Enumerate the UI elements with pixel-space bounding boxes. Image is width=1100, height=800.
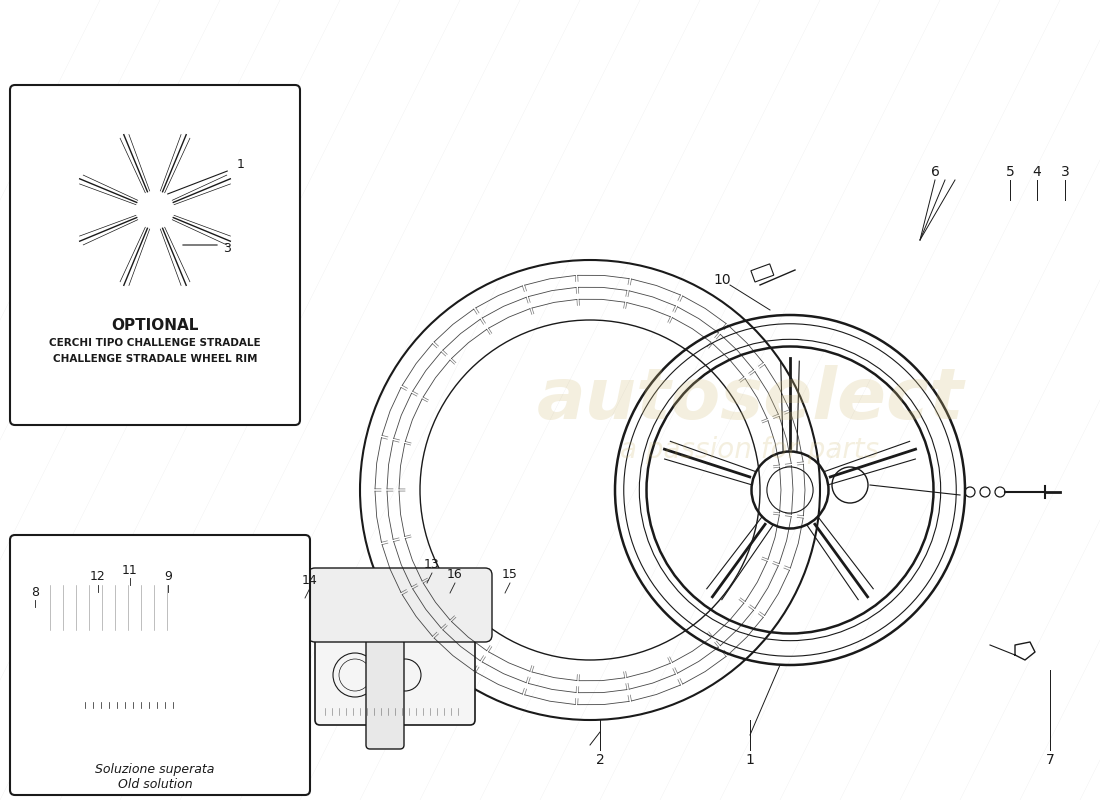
Text: CERCHI TIPO CHALLENGE STRADALE: CERCHI TIPO CHALLENGE STRADALE — [50, 338, 261, 348]
Text: 7: 7 — [1046, 753, 1055, 767]
Text: 1: 1 — [236, 158, 245, 171]
FancyBboxPatch shape — [96, 626, 134, 734]
Text: 3: 3 — [1060, 165, 1069, 179]
FancyBboxPatch shape — [308, 568, 492, 642]
Text: 4: 4 — [1033, 165, 1042, 179]
Text: 9: 9 — [164, 570, 172, 583]
Text: 1: 1 — [746, 753, 755, 767]
Text: 10: 10 — [713, 273, 730, 287]
FancyBboxPatch shape — [315, 625, 475, 725]
Text: 14: 14 — [302, 574, 318, 586]
Text: 8: 8 — [31, 586, 38, 598]
FancyBboxPatch shape — [10, 85, 300, 425]
Text: 16: 16 — [447, 569, 463, 582]
FancyBboxPatch shape — [47, 627, 183, 713]
Text: 5: 5 — [1005, 165, 1014, 179]
Text: 15: 15 — [502, 569, 518, 582]
Text: Soluzione superata: Soluzione superata — [96, 763, 214, 777]
Bar — [751, 264, 773, 282]
Text: 12: 12 — [90, 570, 106, 583]
FancyBboxPatch shape — [34, 574, 201, 641]
Text: 11: 11 — [122, 563, 138, 577]
Text: Old solution: Old solution — [118, 778, 192, 791]
FancyBboxPatch shape — [366, 631, 404, 749]
Text: 6: 6 — [931, 165, 939, 179]
FancyBboxPatch shape — [10, 535, 310, 795]
Text: autoselect: autoselect — [537, 366, 964, 434]
Text: OPTIONAL: OPTIONAL — [111, 318, 199, 333]
Text: 3: 3 — [223, 242, 231, 255]
Text: CHALLENGE STRADALE WHEEL RIM: CHALLENGE STRADALE WHEEL RIM — [53, 354, 257, 364]
Text: a passion for parts: a passion for parts — [620, 436, 880, 464]
Text: 2: 2 — [595, 753, 604, 767]
Text: 13: 13 — [425, 558, 440, 571]
